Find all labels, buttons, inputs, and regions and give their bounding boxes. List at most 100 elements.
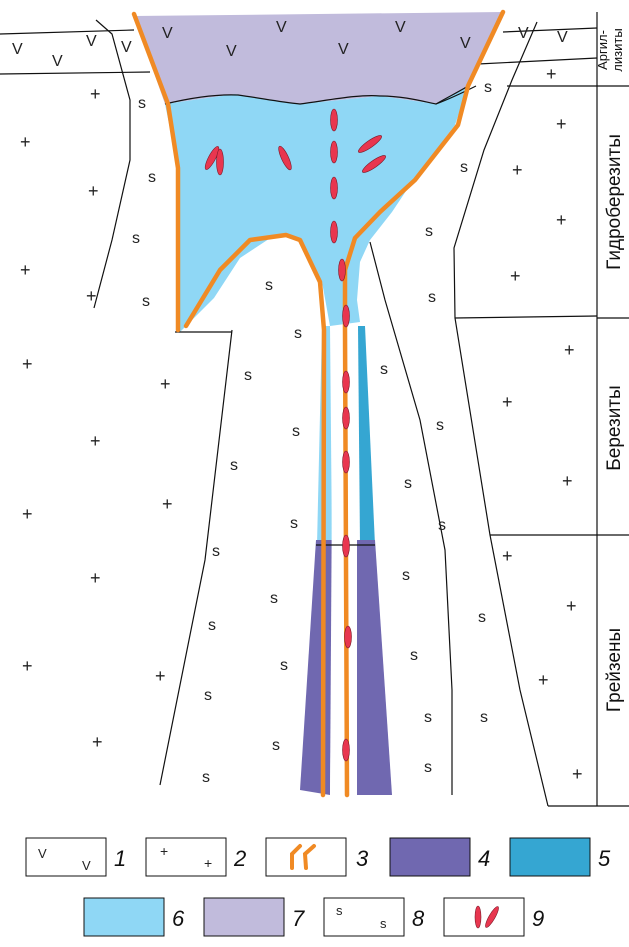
v-mark: V bbox=[38, 846, 47, 861]
vein-core bbox=[330, 328, 357, 795]
v-mark: V bbox=[276, 19, 287, 36]
s-mark: s bbox=[280, 657, 288, 674]
plus-mark: + bbox=[556, 114, 567, 134]
zone-label-argillizites-1: Аргил- bbox=[595, 30, 610, 70]
legend-swatch-granite bbox=[145, 837, 227, 877]
plus-mark: + bbox=[572, 764, 583, 784]
s-mark: s bbox=[410, 647, 418, 664]
s-mark: s bbox=[336, 903, 343, 918]
hydroberesite-area bbox=[165, 86, 468, 332]
volcanic-symbols: V V V V V V V V V V V V bbox=[12, 19, 568, 70]
s-mark: s bbox=[425, 223, 433, 240]
v-mark: V bbox=[12, 41, 23, 58]
s-mark: s bbox=[460, 159, 468, 176]
s-mark: s bbox=[480, 709, 488, 726]
plus-mark: + bbox=[90, 84, 101, 104]
s-mark: s bbox=[202, 769, 210, 786]
plus-mark: + bbox=[546, 64, 557, 84]
v-mark: V bbox=[162, 25, 173, 42]
plus-mark: + bbox=[20, 132, 31, 152]
legend-number: 9 bbox=[532, 906, 544, 931]
legend-swatch-volcanic bbox=[25, 837, 107, 877]
sericite-symbols: s s s s s s s s s s s s s s s s s s s s … bbox=[132, 79, 492, 786]
plus-mark: + bbox=[90, 431, 101, 451]
legend-swatch-light-blue bbox=[83, 897, 165, 937]
s-mark: s bbox=[138, 95, 146, 112]
s-mark: s bbox=[270, 590, 278, 607]
s-mark: s bbox=[265, 277, 273, 294]
v-mark: V bbox=[86, 33, 97, 50]
plus-mark: + bbox=[22, 504, 33, 524]
s-mark: s bbox=[428, 289, 436, 306]
zone-label-hydroberesites: Гидроберезиты bbox=[604, 134, 625, 270]
contact-line-icon bbox=[302, 844, 316, 870]
plus-mark: + bbox=[564, 340, 575, 360]
s-mark: s bbox=[424, 759, 432, 776]
legend-item-5: 5 bbox=[509, 837, 611, 877]
zone-label-argillizites-2: лизиты bbox=[610, 28, 625, 71]
legend-item-2: + + 2 bbox=[145, 837, 246, 877]
plus-mark: + bbox=[90, 568, 101, 588]
beresite-inner-medium bbox=[358, 326, 375, 545]
greisen-right bbox=[357, 540, 392, 795]
s-mark: s bbox=[272, 737, 280, 754]
v-mark: V bbox=[395, 19, 406, 36]
plus-mark: + bbox=[88, 181, 99, 201]
boundary-lines bbox=[0, 12, 629, 807]
plus-mark: + bbox=[86, 286, 97, 306]
plus-mark: + bbox=[162, 494, 173, 514]
legend: V V 1 + + 2 3 4 5 6 bbox=[25, 837, 611, 937]
s-mark: s bbox=[148, 169, 156, 186]
plus-mark: + bbox=[510, 266, 521, 286]
v-mark: V bbox=[338, 41, 349, 58]
s-mark: s bbox=[380, 916, 387, 931]
plus-mark: + bbox=[566, 596, 577, 616]
legend-number: 2 bbox=[233, 846, 246, 871]
greisen-left bbox=[300, 540, 333, 795]
plus-mark: + bbox=[512, 160, 523, 180]
plus-mark: + bbox=[502, 392, 513, 412]
v-mark: V bbox=[557, 29, 568, 46]
s-mark: s bbox=[208, 617, 216, 634]
legend-item-1: V V 1 bbox=[25, 837, 126, 877]
argillizite-area bbox=[134, 12, 503, 104]
plus-mark: + bbox=[160, 843, 168, 859]
s-mark: s bbox=[244, 367, 252, 384]
legend-swatch-purple bbox=[389, 837, 471, 877]
plus-mark: + bbox=[160, 374, 171, 394]
ore-lens-icon bbox=[474, 905, 482, 929]
s-mark: s bbox=[290, 515, 298, 532]
s-mark: s bbox=[380, 361, 388, 378]
plus-mark: + bbox=[502, 546, 513, 566]
legend-item-3: 3 bbox=[265, 837, 369, 877]
s-mark: s bbox=[132, 230, 140, 247]
plus-mark: + bbox=[22, 656, 33, 676]
legend-number: 5 bbox=[598, 846, 611, 871]
s-mark: s bbox=[404, 475, 412, 492]
legend-number: 1 bbox=[114, 846, 126, 871]
plus-mark: + bbox=[22, 354, 33, 374]
s-mark: s bbox=[230, 457, 238, 474]
legend-item-6: 6 bbox=[83, 897, 185, 937]
legend-item-7: 7 bbox=[203, 897, 305, 937]
plus-mark: + bbox=[556, 210, 567, 230]
s-mark: s bbox=[436, 417, 444, 434]
legend-swatch-sericite bbox=[323, 897, 405, 937]
legend-item-8: s s 8 bbox=[323, 897, 425, 937]
v-mark: V bbox=[121, 39, 132, 56]
plus-mark: + bbox=[92, 732, 103, 752]
v-mark: V bbox=[226, 43, 237, 60]
v-mark: V bbox=[52, 53, 63, 70]
legend-swatch-ore-lenses bbox=[443, 897, 525, 937]
plus-mark: + bbox=[20, 260, 31, 280]
zone-label-beresites: Березиты bbox=[604, 385, 625, 470]
plus-mark: + bbox=[538, 670, 549, 690]
legend-swatch-lilac bbox=[203, 897, 285, 937]
v-mark: V bbox=[82, 858, 91, 873]
s-mark: s bbox=[292, 423, 300, 440]
v-mark: V bbox=[460, 35, 471, 52]
plus-mark: + bbox=[204, 855, 212, 871]
s-mark: s bbox=[438, 517, 446, 534]
legend-item-4: 4 bbox=[389, 837, 490, 877]
legend-swatch-medium-blue bbox=[509, 837, 591, 877]
